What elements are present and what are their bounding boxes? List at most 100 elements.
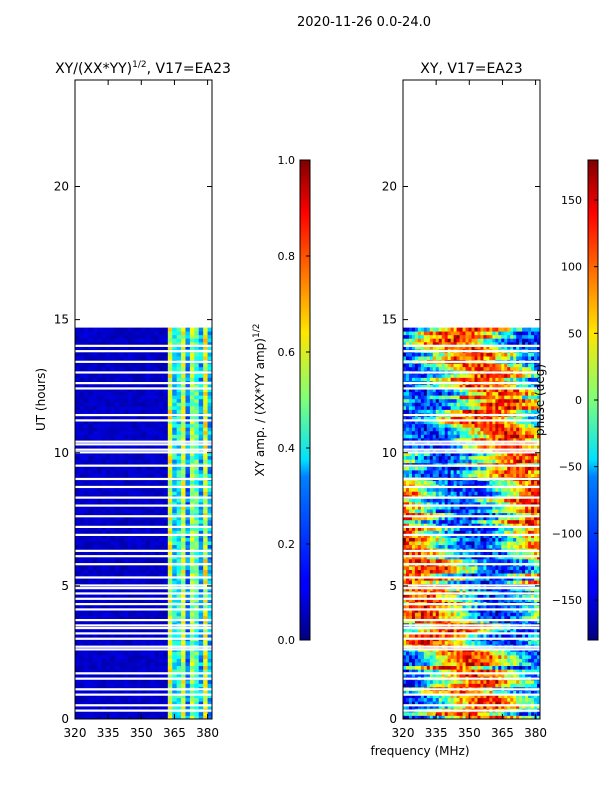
heatmap-cell xyxy=(167,551,173,556)
heatmap-cell xyxy=(128,587,133,592)
heatmap-cell xyxy=(114,551,120,556)
heatmap-cell xyxy=(414,669,419,674)
heatmap-cell xyxy=(92,338,98,343)
heatmap-cell xyxy=(185,509,191,514)
heatmap-cell xyxy=(83,345,89,350)
heatmap-cell xyxy=(132,683,138,688)
heatmap-cell xyxy=(441,612,446,617)
heatmap-cell xyxy=(510,683,514,688)
heatmap-cell xyxy=(97,512,102,517)
heatmap-cell xyxy=(114,619,120,624)
heatmap-cell xyxy=(83,630,89,635)
heatmap-cell xyxy=(92,619,98,624)
heatmap-cell xyxy=(438,690,443,695)
heatmap-cell xyxy=(471,665,475,670)
heatmap-cell xyxy=(132,356,138,361)
heatmap-cell xyxy=(101,345,107,350)
heatmap-cell xyxy=(185,640,191,645)
heatmap-cell xyxy=(119,541,125,546)
heatmap-cell xyxy=(189,640,195,645)
heatmap-cell xyxy=(83,551,89,556)
heatmap-cell xyxy=(207,704,212,709)
heatmap-cell xyxy=(105,377,111,382)
heatmap-cell xyxy=(189,487,195,492)
heatmap-cell xyxy=(198,690,204,695)
heatmap-cell xyxy=(75,402,80,407)
heatmap-cell xyxy=(176,672,182,677)
heatmap-cell xyxy=(154,704,160,709)
heatmap-cell xyxy=(158,669,164,674)
heatmap-cell xyxy=(110,551,116,556)
heatmap-cell xyxy=(132,331,138,336)
heatmap-cell xyxy=(510,694,514,699)
heatmap-cell xyxy=(411,619,416,624)
heatmap-cell xyxy=(83,452,89,457)
heatmap-cell xyxy=(444,633,449,638)
heatmap-cell xyxy=(88,459,94,464)
heatmap-cell xyxy=(110,569,116,574)
heatmap-cell xyxy=(172,683,178,688)
heatmap-cell xyxy=(492,608,496,613)
heatmap-cell xyxy=(92,434,98,439)
heatmap-cell xyxy=(97,630,102,635)
heatmap-cell xyxy=(181,473,186,478)
heatmap-cell xyxy=(414,683,419,688)
heatmap-cell xyxy=(403,665,407,670)
heatmap-cell xyxy=(435,711,440,716)
heatmap-cell xyxy=(189,373,195,378)
heatmap-cell xyxy=(88,711,94,716)
heatmap-cell xyxy=(145,640,151,645)
heatmap-cell xyxy=(207,633,212,638)
heatmap-cell xyxy=(519,662,523,667)
heatmap-cell xyxy=(123,366,129,371)
heatmap-cell xyxy=(101,683,107,688)
heatmap-cell xyxy=(489,701,493,706)
heatmap-cell xyxy=(136,555,142,560)
heatmap-cell xyxy=(423,665,428,670)
heatmap-cell xyxy=(110,566,116,570)
heatmap-cell xyxy=(83,569,89,574)
heatmap-cell xyxy=(136,334,142,339)
heatmap-cell xyxy=(114,569,120,574)
heatmap-cell xyxy=(158,373,164,378)
heatmap-cell xyxy=(97,341,102,346)
heatmap-cell xyxy=(154,594,160,599)
heatmap-cell xyxy=(75,391,80,396)
heatmap-cell xyxy=(465,690,469,695)
heatmap-cell xyxy=(123,516,129,521)
heatmap-cell xyxy=(128,402,133,407)
heatmap-cell xyxy=(119,690,125,695)
heatmap-cell xyxy=(97,469,102,474)
heatmap-cell xyxy=(128,498,133,503)
heatmap-cell xyxy=(181,519,186,524)
heatmap-cell xyxy=(105,672,111,677)
heatmap-cell xyxy=(408,619,413,624)
heatmap-cell xyxy=(114,402,120,407)
heatmap-cell xyxy=(114,704,120,709)
heatmap-cell xyxy=(167,526,173,531)
heatmap-cell xyxy=(123,327,129,332)
heatmap-cell xyxy=(101,427,107,432)
heatmap-cell xyxy=(79,398,85,403)
heatmap-cell xyxy=(522,608,526,613)
heatmap-cell xyxy=(163,537,169,542)
heatmap-cell xyxy=(468,665,472,670)
heatmap-cell xyxy=(88,630,94,635)
heatmap-cell xyxy=(172,711,178,716)
heatmap-cell xyxy=(110,398,116,403)
heatmap-cell xyxy=(136,711,142,716)
heatmap-cell xyxy=(141,537,147,542)
x-tick-label: 320 xyxy=(64,726,87,740)
heatmap-cell xyxy=(145,491,151,496)
heatmap-cell xyxy=(534,690,538,695)
heatmap-cell xyxy=(97,654,102,659)
heatmap-cell xyxy=(136,665,142,670)
heatmap-cell xyxy=(101,654,107,659)
heatmap-cell xyxy=(525,665,529,670)
heatmap-cell xyxy=(150,633,155,638)
heatmap-cell xyxy=(79,640,85,645)
heatmap-cell xyxy=(145,555,151,560)
heatmap-cell xyxy=(150,576,155,581)
heatmap-cell xyxy=(194,455,200,460)
heatmap-cell xyxy=(189,658,195,663)
